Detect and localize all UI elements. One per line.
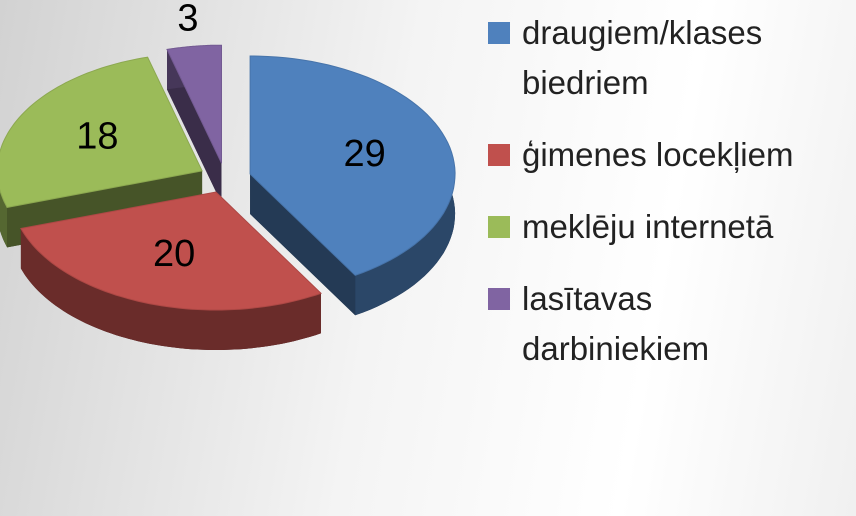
data-label: 18 [76,116,118,158]
data-label: 3 [177,0,198,40]
slice-top [20,191,322,311]
legend-label: draugiem/klases biedriem [522,14,763,101]
legend: draugiem/klases biedriem ģimenes locekļie… [488,8,848,396]
pie-slice [20,191,322,350]
slice-top [249,55,456,276]
slice-wall [250,174,356,316]
pie-slice [166,44,222,204]
pie-area: 29 20 18 3 [0,0,456,350]
legend-label: meklēju internetā [522,208,774,245]
legend-swatch [488,288,510,310]
legend-item: lasītavas darbiniekiem [488,274,848,374]
pie-slice [0,56,203,248]
slice-side [20,228,322,350]
legend-label: lasītavas darbiniekiem [522,280,710,367]
data-label: 20 [153,233,195,275]
slice-wall [167,49,222,204]
slice-top [0,56,203,208]
data-label: 29 [344,133,386,175]
pie-slice [249,55,456,316]
legend-item: draugiem/klases biedriem [488,8,848,108]
legend-label: ģimenes locekļiem [522,136,794,173]
legend-swatch [488,22,510,44]
legend-item: meklēju internetā [488,202,848,252]
slice-top [166,44,222,164]
legend-item: ģimenes locekļiem [488,130,848,180]
legend-swatch [488,216,510,238]
legend-swatch [488,144,510,166]
